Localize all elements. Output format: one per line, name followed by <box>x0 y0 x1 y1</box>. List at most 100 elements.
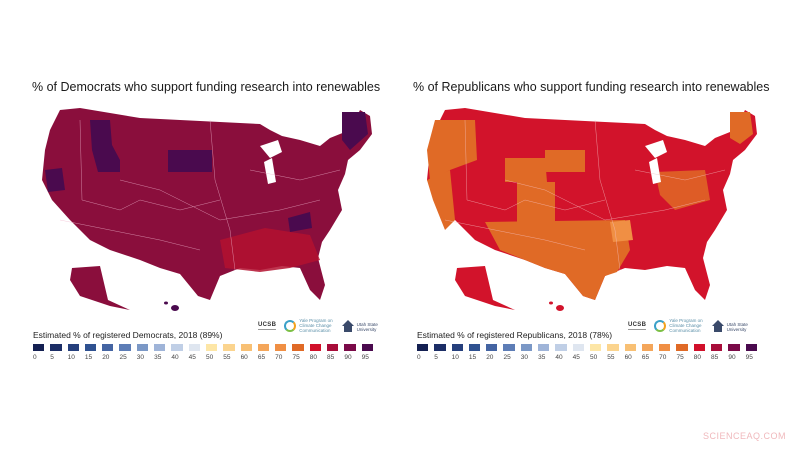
tick: 25 <box>119 354 127 361</box>
swatch-90 <box>344 344 356 351</box>
swatch-75 <box>292 344 304 351</box>
swatch-40 <box>555 344 567 351</box>
swatch-15 <box>468 344 481 351</box>
tick: 75 <box>292 354 300 361</box>
building-icon <box>711 319 725 332</box>
republicans-us-map <box>427 108 757 311</box>
swatch-25 <box>119 344 131 351</box>
usu-logo: Utah State University <box>711 319 748 332</box>
legend-ticks: 0 5 10 15 20 25 30 35 40 45 50 55 60 65 … <box>417 354 757 361</box>
swatch-45 <box>188 344 200 351</box>
swatch-35 <box>154 344 166 351</box>
swatch-0 <box>33 344 45 351</box>
swatch-10 <box>451 344 463 351</box>
swatch-60 <box>624 344 636 351</box>
tick: 85 <box>711 354 719 361</box>
tick: 95 <box>745 354 753 361</box>
swatch-70 <box>275 344 287 351</box>
legend-swatches <box>417 344 757 351</box>
swatch-10 <box>67 344 79 351</box>
tick: 20 <box>486 354 494 361</box>
swatch-30 <box>520 344 533 351</box>
swatch-40 <box>171 344 183 351</box>
republicans-map-title: % of Republicans who support funding res… <box>413 80 770 94</box>
democrats-map-title: % of Democrats who support funding resea… <box>32 80 381 94</box>
legend-ticks: 0 5 10 15 20 25 30 35 40 45 50 55 60 65 … <box>33 354 373 361</box>
swatch-50 <box>589 344 602 351</box>
swatch-65 <box>641 344 654 351</box>
tick: 25 <box>503 354 511 361</box>
yale-climate-logo: Yale Program on Climate Change Communicati… <box>284 318 333 333</box>
tick: 30 <box>520 354 529 361</box>
tick: 60 <box>240 354 248 361</box>
tick: 5 <box>50 354 54 361</box>
tick: 45 <box>188 354 196 361</box>
watermark: SCIENCEAQ.COM <box>702 431 786 441</box>
swatch-70 <box>659 344 671 351</box>
tick: 65 <box>641 354 650 361</box>
swatch-30 <box>136 344 149 351</box>
yale-climate-logo: Yale Program on Climate Change Communicati… <box>654 318 703 333</box>
swatch-55 <box>223 344 235 351</box>
swatch-0 <box>417 344 429 351</box>
ucsb-logo: UCSB <box>628 321 647 330</box>
ring-icon <box>284 319 297 332</box>
tick: 50 <box>589 354 598 361</box>
swatch-95 <box>361 344 373 351</box>
swatch-85 <box>327 344 339 351</box>
swatch-45 <box>572 344 584 351</box>
swatch-60 <box>240 344 252 351</box>
swatch-80 <box>309 344 322 351</box>
tick: 30 <box>136 354 145 361</box>
tick: 55 <box>223 354 231 361</box>
building-icon <box>341 319 355 332</box>
swatch-5 <box>50 344 62 351</box>
tick: 35 <box>154 354 162 361</box>
swatch-80 <box>693 344 706 351</box>
legend-swatches <box>33 344 373 351</box>
democrats-legend: Estimated % of registered Democrats, 201… <box>33 330 373 361</box>
tick: 90 <box>728 354 736 361</box>
swatch-25 <box>503 344 515 351</box>
ring-icon <box>654 319 667 332</box>
tick: 80 <box>693 354 701 361</box>
tick: 10 <box>451 354 459 361</box>
swatch-95 <box>745 344 757 351</box>
swatch-15 <box>84 344 97 351</box>
tick: 10 <box>67 354 75 361</box>
tick: 15 <box>84 354 93 361</box>
usu-logo: Utah State University <box>341 319 378 332</box>
tick: 40 <box>171 354 179 361</box>
tick: 15 <box>468 354 477 361</box>
tick: 40 <box>555 354 563 361</box>
swatch-20 <box>486 344 498 351</box>
tick: 90 <box>344 354 352 361</box>
tick: 85 <box>327 354 335 361</box>
swatch-85 <box>711 344 723 351</box>
tick: 80 <box>309 354 317 361</box>
swatch-5 <box>434 344 446 351</box>
tick: 60 <box>624 354 632 361</box>
tick: 0 <box>33 354 37 361</box>
republicans-panel: % of Republicans who support funding res… <box>400 0 800 449</box>
tick: 65 <box>257 354 266 361</box>
democrats-us-map <box>42 108 372 311</box>
swatch-90 <box>728 344 740 351</box>
republicans-legend: Estimated % of registered Republicans, 2… <box>417 330 757 361</box>
tick: 20 <box>102 354 110 361</box>
tick: 55 <box>607 354 615 361</box>
tick: 70 <box>659 354 667 361</box>
tick: 5 <box>434 354 438 361</box>
sponsor-logos: UCSB Yale Program on Climate Change Commun… <box>258 318 378 333</box>
ucsb-logo: UCSB <box>258 321 277 330</box>
tick: 75 <box>676 354 684 361</box>
democrats-panel: % of Democrats who support funding resea… <box>32 80 381 361</box>
swatch-55 <box>607 344 619 351</box>
legend-title: Estimated % of registered Democrats, 201… <box>33 330 223 340</box>
swatch-35 <box>538 344 550 351</box>
sponsor-logos: UCSB Yale Program on Climate Change Commun… <box>628 318 748 333</box>
tick: 45 <box>572 354 580 361</box>
tick: 35 <box>538 354 546 361</box>
swatch-50 <box>205 344 218 351</box>
tick: 50 <box>205 354 214 361</box>
